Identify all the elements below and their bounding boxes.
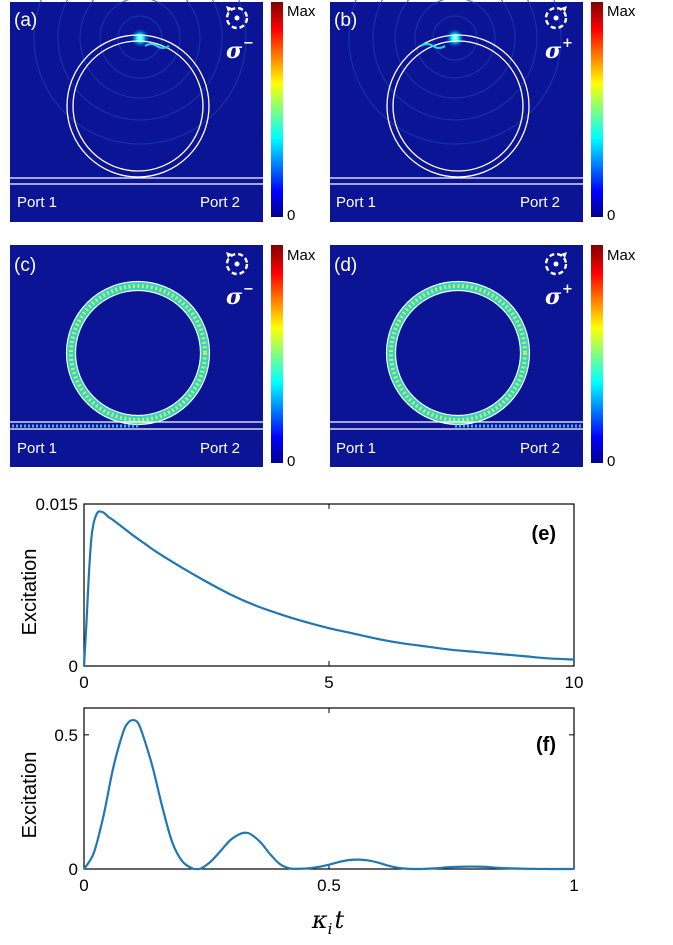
ring-outer xyxy=(386,34,530,178)
sigma-superscript: − xyxy=(243,36,254,51)
y-tick-label: 0 xyxy=(69,657,78,676)
panel-d: (d) σ + Port 1 Port 2 Max 0 xyxy=(330,245,636,470)
x-tick-label: 0.5 xyxy=(317,876,341,895)
ring-outer xyxy=(385,280,531,426)
colorbar xyxy=(271,245,283,463)
local-wave xyxy=(144,43,170,49)
sigma-superscript: − xyxy=(243,282,254,297)
rotation-icon xyxy=(225,6,249,30)
sigma-symbol: σ xyxy=(226,38,243,64)
sigma-superscript: + xyxy=(562,36,573,51)
panel-label: (b) xyxy=(334,10,357,31)
panel-a: (a) σ − Port 1 Port 2 Max 0 xyxy=(10,0,316,224)
plot-e: Excitation (e) 0 5 10 0 0.015 xyxy=(19,495,583,692)
x-tick-label: 10 xyxy=(565,673,584,692)
panel-c: (c) σ − Port 1 Port 2 Max 0 xyxy=(10,245,316,470)
port-2-label: Port 2 xyxy=(520,440,560,457)
panel-label: (d) xyxy=(334,255,357,276)
sigma-symbol: σ xyxy=(545,284,562,310)
port-2-label: Port 2 xyxy=(520,194,560,211)
colorbar xyxy=(271,2,283,217)
excitation-series-line xyxy=(83,718,575,871)
x-axis-symbol: κ xyxy=(311,906,328,934)
port-1-label: Port 1 xyxy=(336,194,376,211)
x-tick-label: 0 xyxy=(79,673,88,692)
port-1-label: Port 1 xyxy=(17,194,57,211)
y-axis-label: Excitation xyxy=(19,549,41,636)
colorbar-max: Max xyxy=(607,3,636,20)
port-2-label: Port 2 xyxy=(200,440,240,457)
plot-tag: (e) xyxy=(532,523,556,545)
colorbar-max: Max xyxy=(287,247,316,264)
colorbar-max: Max xyxy=(287,3,316,20)
rotation-icon xyxy=(544,252,568,276)
ring-outer xyxy=(66,34,210,178)
panel-b: (b) σ + Port 1 Port 2 Max 0 xyxy=(330,0,636,224)
emitter-hotspot xyxy=(130,28,150,48)
local-wave xyxy=(420,43,446,49)
ring-inner xyxy=(74,289,202,417)
ripples-b xyxy=(348,0,562,145)
ring-inner xyxy=(394,289,522,417)
emitter-hotspot xyxy=(445,28,465,48)
rotation-icon xyxy=(544,6,568,30)
x-axis-subscript: i xyxy=(328,920,333,938)
plot-frame xyxy=(83,503,575,667)
excitation-series-line xyxy=(82,510,575,667)
ring-inner xyxy=(392,40,524,172)
colorbar-min: 0 xyxy=(287,453,295,470)
port-2-label: Port 2 xyxy=(200,194,240,211)
colorbar-min: 0 xyxy=(607,207,615,224)
colorbar-max: Max xyxy=(607,247,636,264)
rotation-icon xyxy=(225,252,249,276)
ring-mode-peaks xyxy=(69,284,207,422)
field-map-c xyxy=(10,245,263,467)
x-tick-label: 0 xyxy=(79,876,88,895)
sigma-superscript: + xyxy=(562,282,573,297)
y-tick-label: 0 xyxy=(69,860,78,879)
y-tick-label: 0.5 xyxy=(54,726,78,745)
y-axis-label: Excitation xyxy=(19,752,41,839)
plot-tag: (f) xyxy=(536,734,556,756)
sigma-symbol: σ xyxy=(226,284,243,310)
plot-f: Excitation (f) 0 0.5 1 0 0.5 κit xyxy=(19,707,579,938)
x-axis-label: κit xyxy=(311,906,345,938)
ring-mode-peaks xyxy=(389,284,527,422)
sigma-symbol: σ xyxy=(545,38,562,64)
panel-label: (c) xyxy=(14,255,36,276)
x-axis-tail: t xyxy=(334,906,344,934)
ring-inner xyxy=(72,40,204,172)
panel-label: (a) xyxy=(14,10,37,31)
colorbar-min: 0 xyxy=(287,207,295,224)
field-map-d xyxy=(330,245,583,467)
port-1-label: Port 1 xyxy=(17,440,57,457)
port-1-label: Port 1 xyxy=(336,440,376,457)
x-tick-label: 5 xyxy=(324,673,333,692)
colorbar xyxy=(591,2,603,217)
colorbar-min: 0 xyxy=(607,453,615,470)
colorbar xyxy=(591,245,603,463)
y-tick-label: 0.015 xyxy=(35,495,78,514)
x-tick-label: 1 xyxy=(569,876,578,895)
ripples-a xyxy=(33,0,247,145)
